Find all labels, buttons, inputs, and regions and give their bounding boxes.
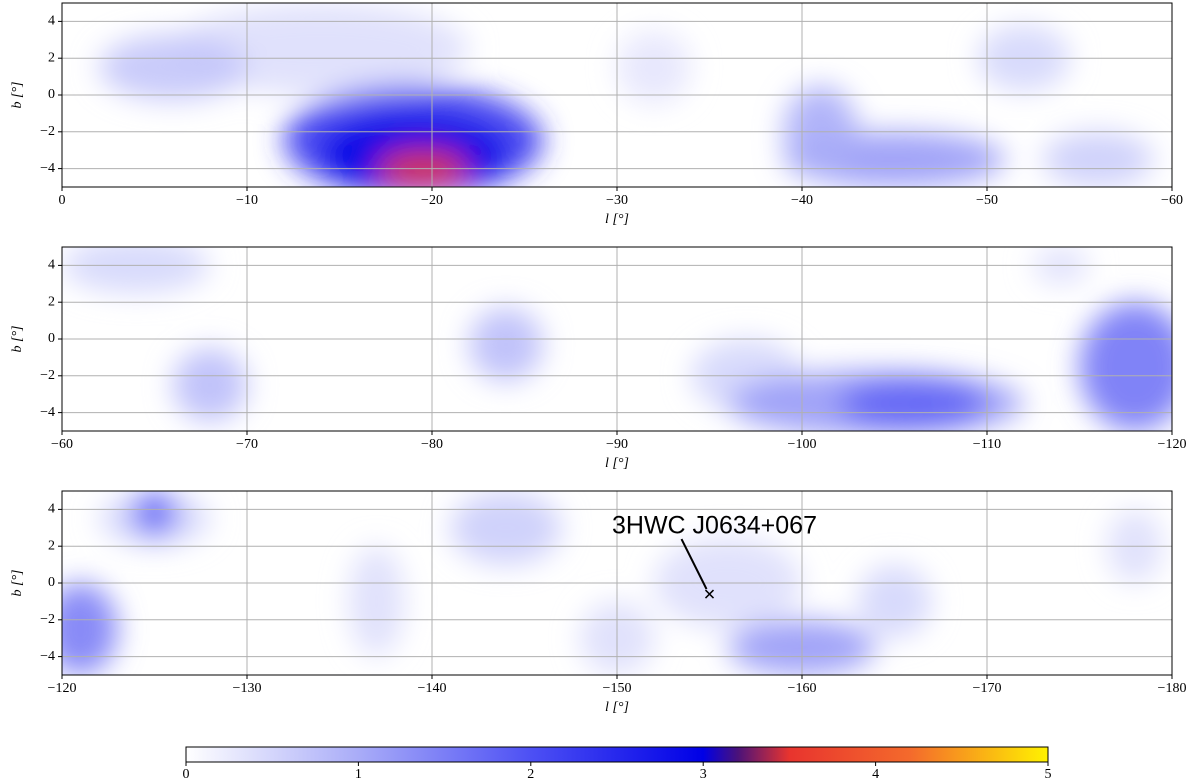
y-tick-label: 4	[48, 502, 55, 517]
y-tick-label: 2	[48, 538, 55, 553]
axes-frame	[61, 246, 1173, 432]
heat-blob	[62, 247, 210, 293]
heat-blob	[173, 348, 247, 422]
heat-blob	[857, 564, 932, 639]
x-tick-label: −50	[976, 193, 998, 208]
x-tick-label: −40	[791, 193, 813, 208]
x-axis-label: l [°]	[605, 700, 629, 715]
x-tick-label: −110	[973, 437, 1001, 452]
axes-frame	[61, 490, 1173, 676]
x-tick-label: −170	[973, 681, 1002, 696]
y-tick-label: 0	[48, 331, 55, 346]
y-tick-label: −4	[40, 649, 55, 664]
x-tick-label: −120	[48, 681, 77, 696]
heatmap	[99, 3, 1154, 187]
x-tick-label: −130	[233, 681, 262, 696]
x-tick-label: −120	[1158, 437, 1187, 452]
panel: −120 −130 −140 −150 −160 −170 −180 −4 −2 0 2 4 l [°]…	[10, 490, 1187, 715]
heat-blob	[839, 379, 987, 428]
heat-blob	[132, 491, 177, 536]
colorbar-tick-label: 3	[700, 767, 707, 782]
y-axis-label: b [°]	[10, 82, 25, 109]
heat-blob	[469, 307, 543, 382]
x-tick-label: −140	[418, 681, 447, 696]
y-tick-label: 4	[48, 14, 55, 29]
colorbar-tick-label: 1	[355, 767, 362, 782]
annotation-text: 3HWC J0634+067	[612, 512, 817, 540]
y-tick-label: 4	[48, 258, 55, 273]
x-tick-label: −180	[1158, 681, 1187, 696]
y-tick-label: −2	[40, 124, 55, 139]
colorbar-tick-label: 0	[183, 767, 190, 782]
x-tick-label: 0	[59, 193, 66, 208]
heat-blob	[1079, 302, 1172, 431]
x-tick-label: −20	[421, 193, 443, 208]
x-tick-label: −160	[788, 681, 817, 696]
x-axis-label: l [°]	[605, 456, 629, 471]
y-tick-label: 0	[48, 87, 55, 102]
x-tick-label: −60	[51, 437, 73, 452]
y-tick-label: −2	[40, 368, 55, 383]
x-tick-label: −90	[606, 437, 628, 452]
colorbar: 0 1 2 3 4 5	[183, 746, 1052, 782]
colorbar-tick-label: 2	[527, 767, 534, 782]
heat-blob	[348, 546, 405, 657]
y-tick-label: 2	[48, 50, 55, 65]
x-axis-label: l [°]	[605, 212, 629, 227]
panel: −60 −70 −80 −90 −100 −110 −120 −4 −2 0 2 4 l [°] b [°…	[10, 246, 1187, 471]
colorbar-tick-label: 5	[1045, 767, 1052, 782]
x-tick-label: −100	[788, 437, 817, 452]
colorbar-body	[185, 746, 1049, 763]
heat-blob	[99, 34, 247, 101]
heat-blob	[617, 30, 691, 105]
y-axis-label: b [°]	[10, 326, 25, 353]
y-tick-label: −4	[40, 161, 55, 176]
y-tick-label: −4	[40, 405, 55, 420]
x-tick-label: −10	[236, 193, 258, 208]
marker	[704, 589, 715, 599]
y-tick-label: 2	[48, 294, 55, 309]
y-tick-label: 0	[48, 575, 55, 590]
x-tick-label: −70	[236, 437, 258, 452]
heat-blob	[450, 491, 562, 565]
x-tick-label: −150	[603, 681, 632, 696]
annotation-line	[680, 538, 708, 590]
x-tick-label: −80	[421, 437, 443, 452]
x-tick-label: −60	[1161, 193, 1183, 208]
colorbar-tick-label: 4	[872, 767, 879, 782]
heat-blob	[1042, 131, 1154, 187]
y-tick-label: −2	[40, 612, 55, 627]
axes-frame	[61, 2, 1173, 188]
y-axis-label: b [°]	[10, 570, 25, 597]
x-tick-label: −30	[606, 193, 628, 208]
heatmap	[62, 247, 1172, 431]
heat-blob	[62, 583, 118, 675]
